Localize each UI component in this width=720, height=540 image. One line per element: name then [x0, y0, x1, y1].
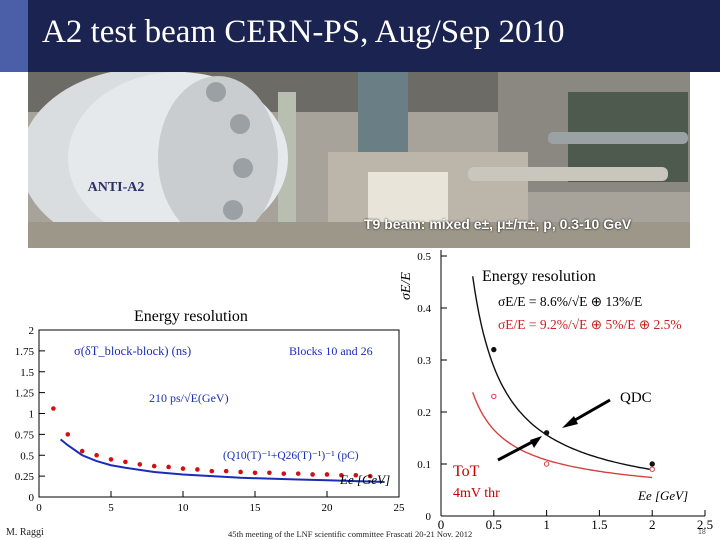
- right-x-tick-label: 1.5: [591, 517, 607, 532]
- left-annotation-sigma: σ(δT_block-block) (ns): [74, 344, 191, 358]
- title-bar: [0, 0, 720, 72]
- title-bar-accent: [0, 0, 28, 72]
- slide-title: A2 test beam CERN-PS, Aug/Sep 2010: [42, 14, 565, 50]
- right-x-tick-label: 0.5: [486, 517, 502, 532]
- left-data-point: [123, 459, 128, 465]
- right-x-axis-label: Ee [GeV]: [637, 488, 688, 503]
- left-x-tick-label: 25: [394, 502, 406, 514]
- left-data-point: [252, 470, 258, 476]
- left-data-point: [238, 469, 243, 475]
- right-data-point: [649, 461, 655, 467]
- left-data-point: [166, 464, 171, 470]
- left-data-point: [310, 472, 315, 477]
- left-data-point: [281, 471, 287, 476]
- right-data-point: [543, 461, 550, 467]
- left-data-point: [267, 470, 272, 476]
- left-data-point: [65, 432, 71, 437]
- right-x-tick-label: 2: [649, 517, 656, 532]
- left-fit-curve: [59, 438, 385, 483]
- setup-photo: ANTI-A2: [28, 72, 690, 248]
- left-y-tick-label: 2: [29, 325, 35, 337]
- right-y-tick-label: 0.5: [417, 251, 431, 263]
- left-data-point: [94, 452, 99, 458]
- left-data-point: [209, 468, 215, 474]
- left-data-point: [295, 471, 301, 476]
- left-x-tick-label: 20: [322, 502, 334, 514]
- left-y-tick-label: 1.75: [15, 346, 35, 358]
- left-data-point: [195, 467, 200, 472]
- right-fit-tot: σE/E = 9.2%/√E ⊕ 5%/E ⊕ 2.5%: [498, 317, 682, 332]
- left-data-point: [353, 472, 359, 478]
- right-y-tick-label: 0.4: [417, 303, 431, 315]
- right-y-tick-label: 0.3: [417, 355, 431, 367]
- left-y-tick-label: 0.25: [15, 471, 35, 483]
- left-data-point: [223, 468, 229, 474]
- left-data-point: [51, 406, 56, 411]
- beam-label: T9 beam: mixed e±, μ±/π±, p, 0.3-10 GeV: [364, 216, 632, 232]
- left-y-tick-label: 1: [29, 409, 35, 421]
- right-data-point: [491, 346, 497, 353]
- right-annotation-tot: ToT: [453, 463, 480, 480]
- right-qdc-curve: [472, 276, 653, 471]
- left-data-point: [367, 473, 373, 479]
- left-x-tick-label: 5: [108, 502, 114, 514]
- right-data-point: [543, 430, 550, 436]
- left-data-point: [79, 448, 85, 454]
- footer-meeting: 45th meeting of the LNF scientific commi…: [228, 529, 473, 539]
- left-data-point: [108, 457, 114, 462]
- left-y-tick-label: 0: [29, 492, 35, 504]
- right-data-point: [649, 466, 655, 472]
- right-fit-qdc: σE/E = 8.6%/√E ⊕ 13%/E: [498, 294, 642, 309]
- left-y-tick-label: 1.25: [15, 388, 35, 400]
- right-annotation-qdc: QDC: [620, 390, 652, 406]
- left-x-tick-label: 10: [178, 502, 190, 514]
- left-annotation-charge: (Q10(T)⁻¹+Q26(T)⁻¹)⁻¹ (pC): [223, 450, 359, 462]
- left-x-axis-label: Ee [GeV]: [339, 472, 390, 487]
- right-y-axis-label: σE/E: [399, 272, 414, 300]
- left-y-tick-label: 1.5: [20, 367, 34, 379]
- photo-sign: ANTI-A2: [88, 180, 145, 195]
- left-data-point: [137, 462, 143, 467]
- left-x-tick-label: 15: [250, 502, 262, 514]
- page-number: 18: [698, 529, 706, 536]
- left-plot-frame: [38, 329, 400, 498]
- right-y-tick-label: 0.2: [417, 407, 431, 419]
- right-y-tick-label: 0: [426, 511, 432, 523]
- left-annotation-fit: 210 ps/√E(GeV): [149, 391, 229, 405]
- left-annotation-blocks: Blocks 10 and 26: [289, 344, 373, 358]
- right-plot-area: [441, 248, 709, 520]
- left-data-point: [180, 466, 186, 471]
- right-x-tick-label: 1: [543, 517, 550, 532]
- left-plot-area: [39, 330, 399, 497]
- left-y-tick-label: 0.5: [20, 450, 34, 462]
- right-tot-curve: [472, 392, 653, 479]
- left-data-point: [324, 472, 330, 477]
- left-chart-title: Energy resolution: [134, 308, 248, 325]
- footer-author: M. Raggi: [6, 527, 44, 538]
- left-x-tick-label: 0: [36, 502, 42, 514]
- right-chart-title: Energy resolution: [482, 268, 596, 285]
- left-data-point: [151, 463, 157, 469]
- left-data-point: [339, 472, 344, 478]
- right-annotation-thr: 4mV thr: [453, 486, 500, 501]
- right-y-tick-label: 0.1: [417, 459, 431, 471]
- left-y-tick-label: 0.75: [15, 429, 35, 441]
- right-data-point: [491, 393, 497, 400]
